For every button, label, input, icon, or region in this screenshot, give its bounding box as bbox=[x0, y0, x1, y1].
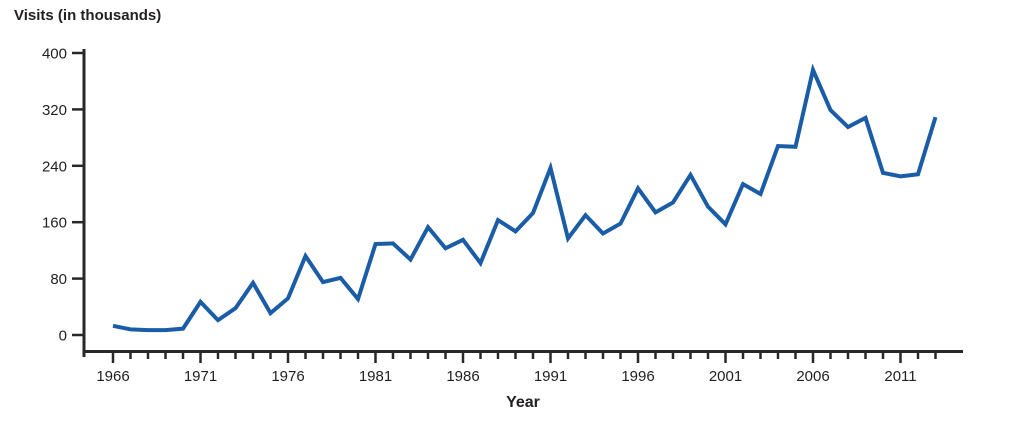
y-axis-title: Visits (in thousands) bbox=[14, 7, 162, 24]
data-line bbox=[112, 63, 938, 333]
y-tick-label: 160 bbox=[42, 215, 67, 232]
y-tick-label: 80 bbox=[50, 271, 67, 288]
x-tick-label: 1986 bbox=[446, 368, 479, 385]
x-tick-label: 1966 bbox=[96, 368, 129, 385]
y-tick-label: 0 bbox=[59, 328, 67, 345]
x-tick-label: 2006 bbox=[796, 368, 829, 385]
x-tick-label: 1996 bbox=[621, 368, 654, 385]
y-tick-label: 240 bbox=[42, 158, 67, 175]
x-tick-label: 1991 bbox=[534, 368, 567, 385]
y-tick-label: 400 bbox=[42, 46, 67, 63]
x-tick-label: 2011 bbox=[884, 368, 916, 385]
x-tick-label: 1971 bbox=[184, 368, 217, 385]
x-tick-label: 1981 bbox=[359, 368, 392, 385]
x-tick-label: 2001 bbox=[709, 368, 742, 385]
y-tick-label: 320 bbox=[42, 102, 67, 119]
x-tick-label: 1976 bbox=[271, 368, 304, 385]
x-axis-title: Year bbox=[506, 394, 540, 411]
